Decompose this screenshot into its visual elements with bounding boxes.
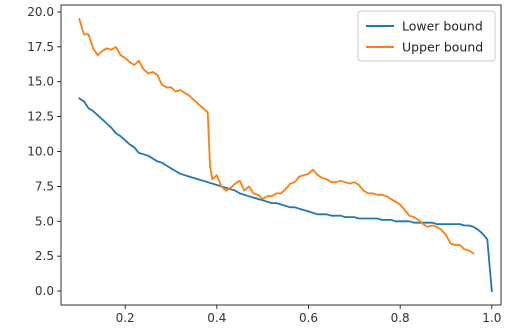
y-tick-label: 17.5 <box>27 40 54 54</box>
plot-frame <box>60 4 502 306</box>
y-tick-label: 0.0 <box>35 284 54 298</box>
legend-box <box>357 10 496 62</box>
x-tick-label: 1.0 <box>482 311 501 325</box>
y-tick-label: 12.5 <box>27 110 54 124</box>
legend: Lower bound Upper bound <box>357 10 496 62</box>
x-axis: 0.2 0.4 0.6 0.8 1.0 <box>116 305 501 325</box>
y-tick-label: 7.5 <box>35 179 54 193</box>
y-tick-label: 5.0 <box>35 214 54 228</box>
x-tick-label: 0.2 <box>116 311 135 325</box>
legend-label: Upper bound <box>402 40 483 55</box>
y-tick-label: 20.0 <box>27 5 54 19</box>
series-line-lower-bound <box>78 97 493 292</box>
x-tick-label: 0.4 <box>207 311 226 325</box>
plot-series <box>78 17 493 292</box>
x-tick-label: 0.8 <box>391 311 410 325</box>
y-tick-label: 15.0 <box>27 75 54 89</box>
y-axis: 0.0 2.5 5.0 7.5 10.0 12.5 15.0 17.5 20.0 <box>27 5 61 298</box>
series-line-upper-bound <box>78 17 475 255</box>
y-tick-label: 10.0 <box>27 145 54 159</box>
y-tick-label: 2.5 <box>35 249 54 263</box>
x-tick-label: 0.6 <box>299 311 318 325</box>
legend-label: Lower bound <box>402 19 483 34</box>
